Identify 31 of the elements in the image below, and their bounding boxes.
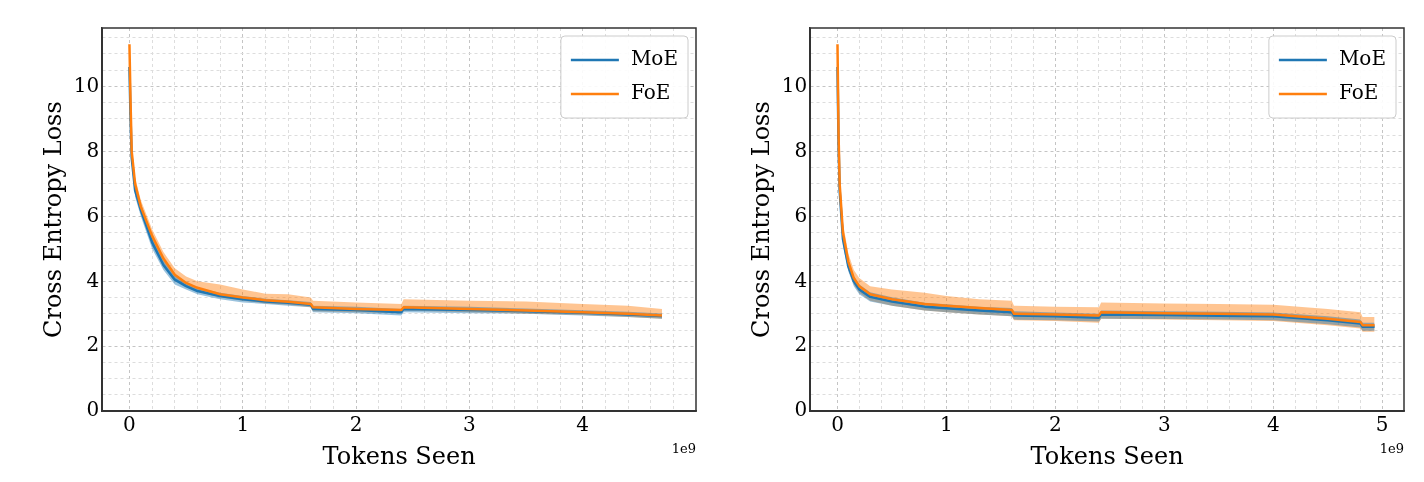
x-tick-label: 4 xyxy=(1266,412,1280,437)
x-tick-label: 0 xyxy=(831,412,844,437)
y-tick-label: 10 xyxy=(781,72,808,97)
text: 1e9 xyxy=(671,441,696,457)
text: 1e9 xyxy=(1379,441,1404,457)
x-tick-label: 1 xyxy=(940,412,953,437)
x-tick-label: 5 xyxy=(1375,412,1389,437)
x-tick-label: 2 xyxy=(1049,412,1062,437)
x-axis-title: Tokens Seen xyxy=(1030,441,1184,470)
y-axis-title: Cross Entropy Loss xyxy=(746,101,775,338)
y-tick-label: 6 xyxy=(794,202,808,227)
y-tick-label: 8 xyxy=(86,137,100,162)
y-tick-label: 2 xyxy=(794,332,808,357)
y-tick-label: 6 xyxy=(86,202,100,227)
legend-label: MoE xyxy=(1338,46,1387,71)
legend-label: FoE xyxy=(1338,80,1379,105)
x-tick-label: 4 xyxy=(576,412,590,437)
y-axis-title: Cross Entropy Loss xyxy=(38,101,67,338)
y-tick-label: 10 xyxy=(73,72,100,97)
y-tick-label: 8 xyxy=(794,137,808,162)
legend-label: MoE xyxy=(630,46,679,71)
x-tick-label: 3 xyxy=(1157,412,1171,437)
x-axis-title: Tokens Seen xyxy=(322,441,476,470)
y-tick-label: 4 xyxy=(86,267,100,292)
x-tick-label: 2 xyxy=(349,412,363,437)
x-tick-label: 1 xyxy=(236,412,250,437)
legend-label: FoE xyxy=(630,80,671,105)
y-tick-label: 4 xyxy=(794,267,808,292)
x-tick-label: 0 xyxy=(123,412,136,437)
x-tick-label: 3 xyxy=(463,412,476,437)
y-tick-label: 2 xyxy=(86,332,100,357)
